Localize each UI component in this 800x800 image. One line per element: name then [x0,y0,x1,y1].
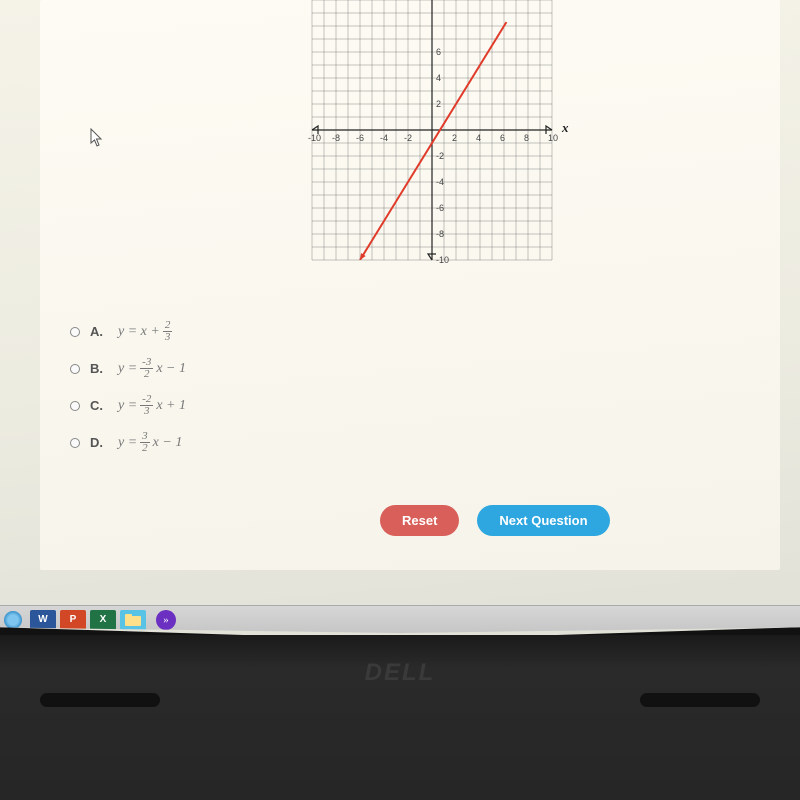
svg-text:-6: -6 [436,203,444,213]
option-label: D. [90,435,108,450]
svg-text:-4: -4 [436,177,444,187]
dell-logo: DELL [365,659,436,687]
svg-text:2: 2 [452,133,457,143]
svg-text:-2: -2 [404,133,412,143]
answer-option-b[interactable]: B. y = -32x − 1 [70,357,186,380]
answer-option-a[interactable]: A. y = x + 23 [70,320,186,343]
svg-text:-10: -10 [308,133,321,143]
quiz-panel: -10 -8 -6 -4 -2 2 4 6 8 10 2 4 6 -2 -4 -6 -8 -10 x A. y = … [40,0,780,570]
coordinate-graph: -10 -8 -6 -4 -2 2 4 6 8 10 2 4 6 -2 -4 -6 -8 -10 x [292,0,572,280]
svg-text:-8: -8 [332,133,340,143]
option-label: B. [90,361,108,376]
equation: y = 32x − 1 [118,431,182,454]
svg-text:6: 6 [500,133,505,143]
hinge-left [40,693,160,707]
powerpoint-icon[interactable]: P [60,610,86,630]
svg-text:-2: -2 [436,151,444,161]
word-icon[interactable]: W [30,610,56,630]
svg-text:8: 8 [524,133,529,143]
svg-text:-4: -4 [380,133,388,143]
svg-text:6: 6 [436,47,441,57]
svg-text:10: 10 [548,133,558,143]
equation: y = x + 23 [118,320,175,343]
app-icon[interactable]: » [156,610,176,630]
button-row: Reset Next Question [380,505,610,536]
answer-choices: A. y = x + 23 B. y = -32x − 1 C. y = -23x + 1… [70,320,186,468]
radio-icon[interactable] [70,327,80,337]
svg-text:2: 2 [436,99,441,109]
radio-icon[interactable] [70,364,80,374]
equation: y = -23x + 1 [118,394,186,417]
reset-button[interactable]: Reset [380,505,459,536]
file-explorer-icon[interactable] [120,610,146,630]
svg-text:4: 4 [476,133,481,143]
equation: y = -32x − 1 [118,357,186,380]
svg-text:-10: -10 [436,255,449,265]
svg-text:4: 4 [436,73,441,83]
option-label: C. [90,398,108,413]
taskbar: W P X » [0,605,800,633]
hinge-right [640,693,760,707]
option-label: A. [90,324,108,339]
excel-icon[interactable]: X [90,610,116,630]
cursor-icon [90,128,106,153]
next-question-button[interactable]: Next Question [477,505,609,536]
radio-icon[interactable] [70,401,80,411]
ie-icon[interactable] [4,611,22,629]
svg-text:-8: -8 [436,229,444,239]
answer-option-c[interactable]: C. y = -23x + 1 [70,394,186,417]
laptop-body: DELL [0,635,800,800]
x-axis-label: x [561,120,569,135]
radio-icon[interactable] [70,438,80,448]
answer-option-d[interactable]: D. y = 32x − 1 [70,431,186,454]
svg-text:-6: -6 [356,133,364,143]
monitor-screen: -10 -8 -6 -4 -2 2 4 6 8 10 2 4 6 -2 -4 -6 -8 -10 x A. y = … [0,0,800,640]
